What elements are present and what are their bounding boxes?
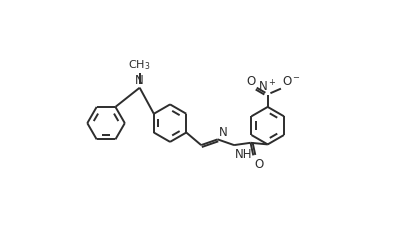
Text: O: O xyxy=(246,74,256,87)
Text: NH: NH xyxy=(235,147,252,160)
Text: CH$_3$: CH$_3$ xyxy=(128,58,151,72)
Text: O$^-$: O$^-$ xyxy=(282,75,301,88)
Text: N$^+$: N$^+$ xyxy=(258,79,277,95)
Text: O: O xyxy=(254,158,264,170)
Text: N: N xyxy=(218,125,227,138)
Text: N: N xyxy=(135,74,144,87)
